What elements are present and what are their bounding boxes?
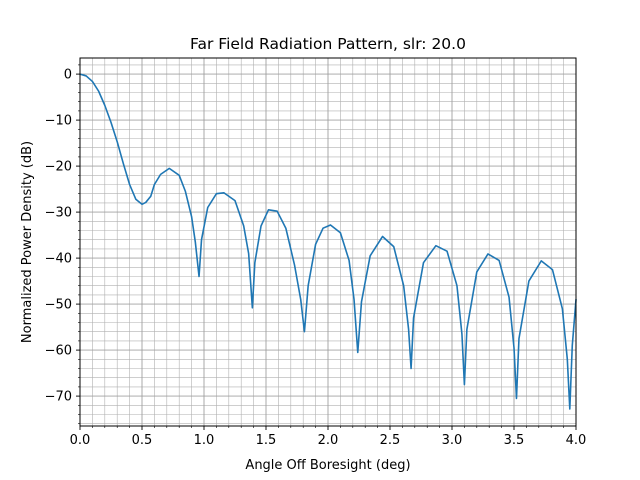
series-line — [79, 73, 577, 410]
x-tick-label: 3.5 — [504, 433, 525, 448]
x-tick-label: 2.0 — [318, 433, 339, 448]
series-layer — [79, 73, 577, 410]
x-tick-label: 2.5 — [380, 433, 401, 448]
y-tick-label: −70 — [45, 390, 72, 405]
x-tick-label: 0.0 — [70, 433, 91, 448]
x-tick-label: 1.5 — [256, 433, 277, 448]
x-tick-label: 4.0 — [566, 433, 587, 448]
x-axis-ticks: 0.0 0.5 1.0 1.5 2.0 2.5 3.0 3.5 4.0 — [70, 426, 587, 448]
y-axis-label: Normalized Power Density (dB) — [20, 141, 35, 343]
x-tick-label: 1.0 — [194, 433, 215, 448]
y-tick-label: −50 — [45, 298, 72, 313]
y-tick-label: −10 — [45, 114, 72, 129]
x-tick-label: 3.0 — [442, 433, 463, 448]
y-tick-label: 0 — [64, 68, 72, 83]
y-tick-label: −30 — [45, 206, 72, 221]
y-axis-ticks: 0 −10 −20 −30 −40 −50 −60 −70 — [45, 64, 80, 425]
x-axis-label: Angle Off Boresight (deg) — [245, 458, 410, 473]
y-tick-label: −60 — [45, 344, 72, 359]
x-tick-label: 0.5 — [132, 433, 153, 448]
y-tick-label: −40 — [45, 252, 72, 267]
chart-title: Far Field Radiation Pattern, slr: 20.0 — [190, 35, 466, 53]
y-tick-label: −20 — [45, 160, 72, 175]
